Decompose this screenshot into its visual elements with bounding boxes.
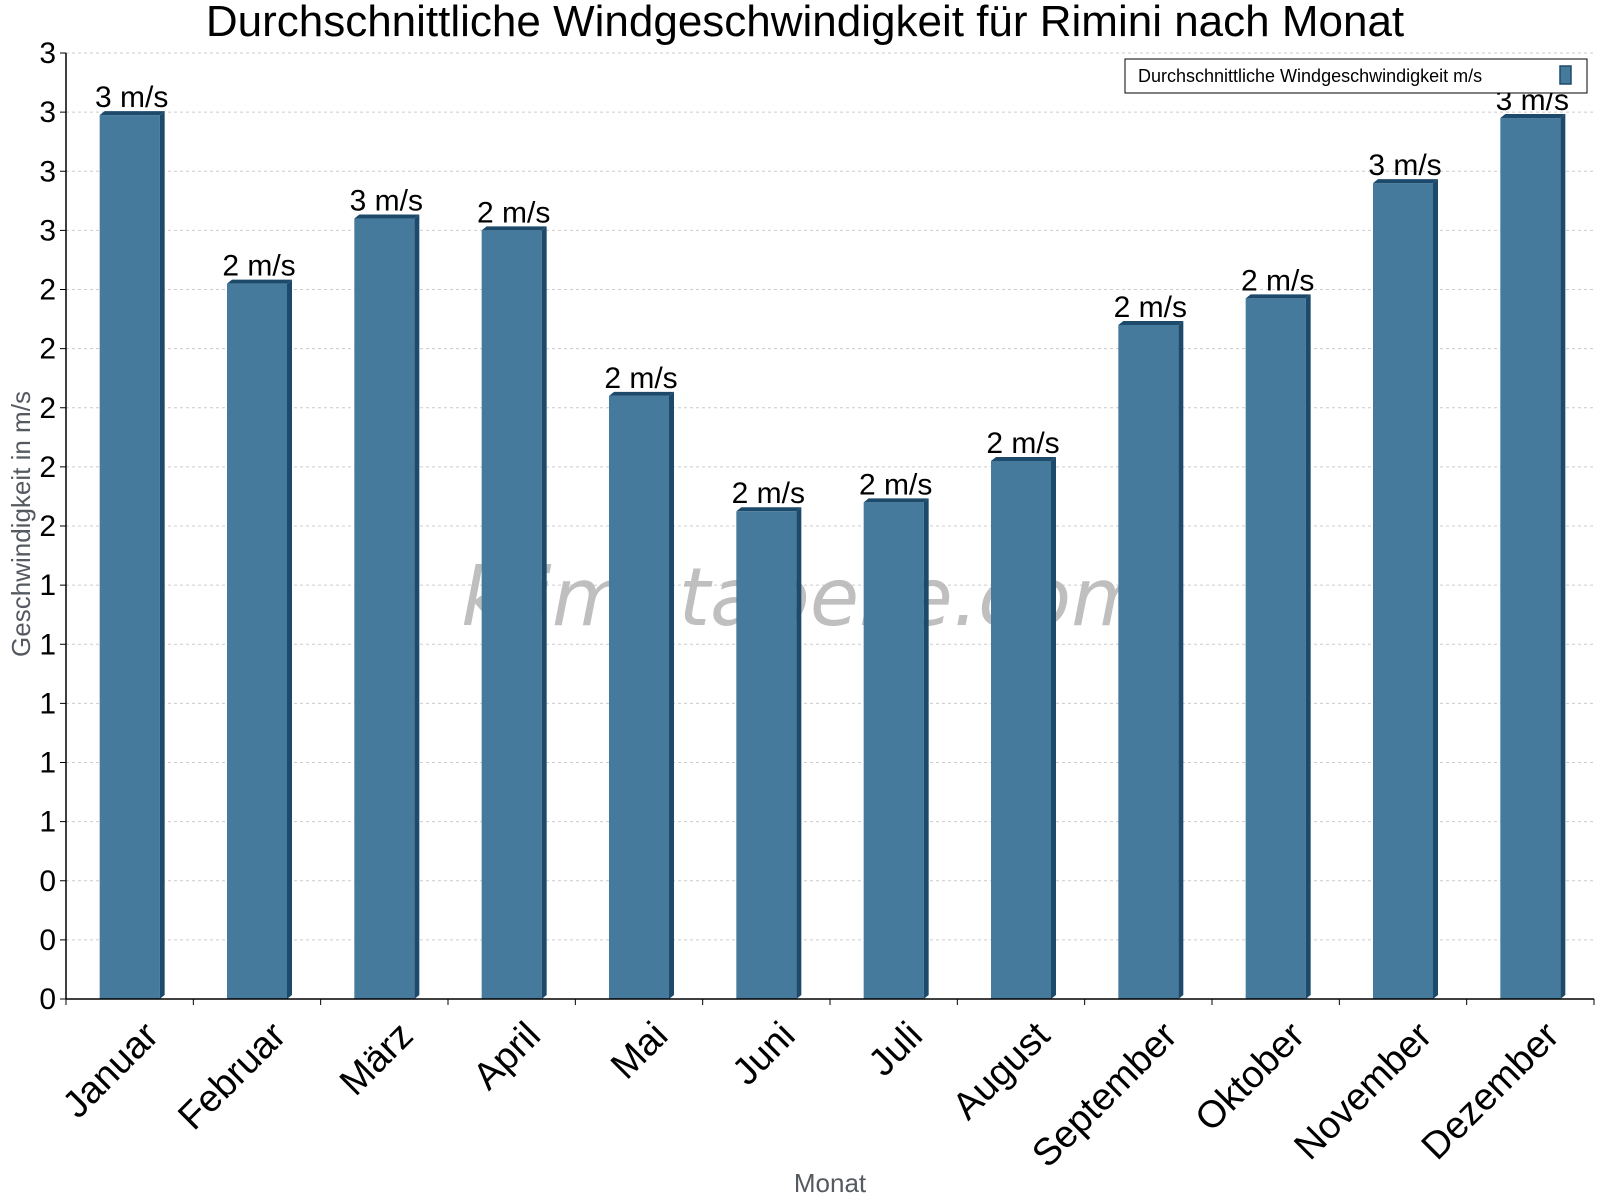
y-tick-label: 1 — [39, 569, 56, 602]
bar-side — [1560, 114, 1566, 1000]
y-tick-label: 3 — [39, 37, 56, 70]
bars — [99, 111, 1566, 1000]
data-label: 2 m/s — [1241, 264, 1314, 297]
bar-top — [481, 226, 547, 231]
data-label: 2 m/s — [986, 427, 1059, 460]
y-tick-label: 2 — [39, 274, 56, 307]
bar — [1245, 298, 1306, 999]
y-tick-labels: 0 0 0 1 1 1 1 1 2 2 2 2 2 3 3 3 3 — [39, 37, 56, 1016]
y-tick-label: 3 — [39, 214, 56, 247]
bar-side — [1305, 294, 1311, 999]
x-tick-label: Dezember — [1414, 1014, 1568, 1168]
bar-top — [1500, 114, 1566, 119]
bar — [609, 395, 669, 999]
y-tick-label: 0 — [39, 865, 56, 898]
data-label: 3 m/s — [1368, 149, 1441, 182]
y-axis-title: Geschwindigkeit in m/s — [6, 391, 36, 657]
bar — [227, 283, 287, 999]
bar-top — [991, 456, 1056, 461]
data-label: 2 m/s — [732, 477, 805, 510]
x-tick-label: April — [465, 1014, 548, 1097]
y-tick-label: 2 — [39, 451, 56, 484]
data-label: 3 m/s — [350, 185, 423, 218]
y-tick-label: 3 — [39, 96, 56, 129]
data-label: 2 m/s — [604, 362, 677, 395]
bar-top — [354, 214, 420, 219]
bar — [863, 502, 924, 999]
bar-side — [1178, 320, 1184, 1000]
x-tick-label: Februar — [170, 1014, 294, 1138]
y-tick-label: 1 — [39, 747, 56, 780]
bar-side — [923, 498, 929, 999]
x-tick-label: November — [1287, 1014, 1441, 1168]
y-tick-label: 1 — [39, 628, 56, 661]
bar-side — [414, 214, 420, 1000]
bar — [354, 218, 415, 1000]
bar-top — [609, 391, 674, 396]
data-labels: 3 m/s 2 m/s 3 m/s 2 m/s 2 m/s 2 m/s 2 m/s 2 m/s… — [95, 81, 1569, 510]
x-tick-label: August — [945, 1014, 1059, 1128]
axes — [60, 52, 1595, 1005]
bar-side — [159, 111, 165, 1000]
bar — [481, 230, 542, 999]
bar — [1118, 324, 1179, 1000]
y-tick-label: 0 — [39, 924, 56, 957]
bar — [991, 460, 1051, 999]
legend-swatch — [1559, 65, 1572, 85]
x-tick-label: Mai — [603, 1014, 676, 1087]
data-label: 2 m/s — [222, 250, 295, 283]
bar-side — [1433, 179, 1438, 999]
bar-side — [1051, 456, 1056, 999]
bar-top — [1373, 179, 1438, 184]
y-tick-label: 2 — [39, 510, 56, 543]
bar-side — [796, 507, 802, 999]
data-label: 2 m/s — [859, 468, 932, 501]
bar-top — [863, 498, 929, 503]
gridlines — [66, 52, 1594, 941]
y-tick-label: 1 — [39, 687, 56, 720]
legend-label: Durchschnittliche Windgeschwindigkeit m/… — [1138, 66, 1482, 86]
x-tick-label: Oktober — [1188, 1014, 1314, 1140]
bar — [1373, 183, 1433, 999]
bar — [99, 115, 160, 1000]
x-tick-label: März — [332, 1014, 421, 1103]
y-tick-label: 1 — [39, 806, 56, 839]
y-tick-label: 2 — [39, 392, 56, 425]
bar-side — [541, 226, 547, 999]
legend-box — [1124, 58, 1588, 94]
bar-top — [227, 279, 292, 284]
y-tick-label: 2 — [39, 333, 56, 366]
chart-title: Durchschnittliche Windgeschwindigkeit fü… — [206, 0, 1404, 46]
bar-top — [1118, 320, 1184, 325]
x-tick-label: Januar — [55, 1014, 167, 1126]
bar-side — [669, 391, 674, 999]
bar — [736, 511, 797, 999]
x-axis-title: Monat — [794, 1168, 867, 1198]
bar-side — [287, 279, 292, 999]
x-tick-labels: Januar Februar März April Mai Juni Juli AugustS… — [55, 1014, 1568, 1175]
y-tick-label: 3 — [39, 155, 56, 188]
bar-top — [736, 507, 802, 512]
x-tick-label: Juli — [861, 1014, 931, 1084]
bar-top — [1245, 294, 1311, 299]
data-label: 2 m/s — [477, 196, 550, 229]
x-tick-label: Juni — [725, 1014, 804, 1093]
data-label: 2 m/s — [1114, 291, 1187, 324]
legend: Durchschnittliche Windgeschwindigkeit m/… — [1124, 58, 1588, 94]
data-label: 3 m/s — [95, 81, 168, 114]
bar — [1500, 118, 1561, 1000]
bar-top — [99, 111, 165, 116]
y-tick-label: 0 — [39, 983, 56, 1016]
